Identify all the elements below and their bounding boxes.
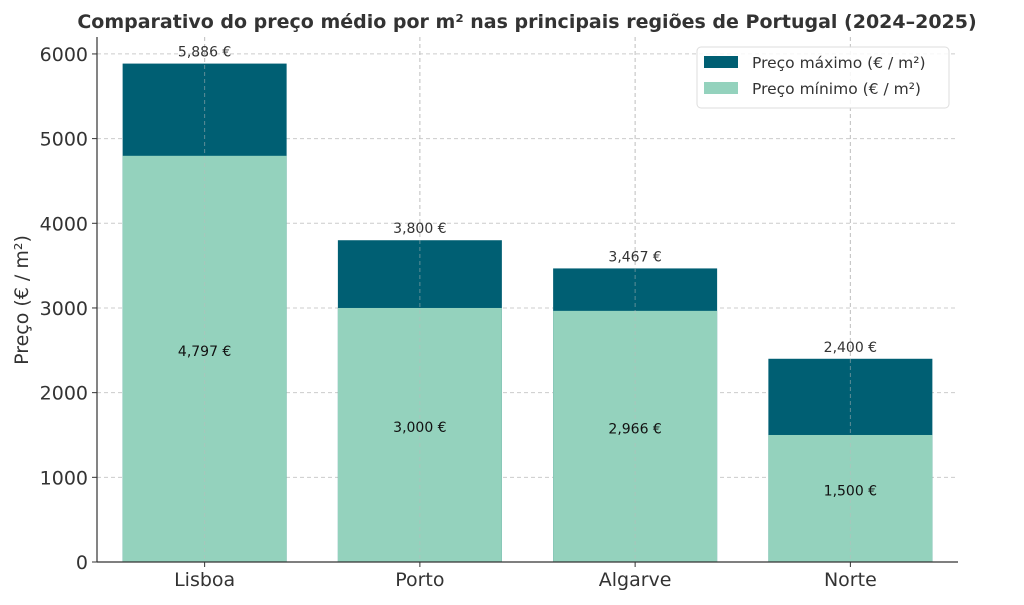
y-tick-label: 4000 xyxy=(40,213,88,235)
y-tick-label: 3000 xyxy=(40,298,88,320)
x-tick-label: Norte xyxy=(824,569,877,591)
min-value-label: 2,966 € xyxy=(608,421,661,437)
max-value-label: 2,400 € xyxy=(824,340,877,356)
legend-label: Preço máximo (€ / m²) xyxy=(752,54,926,72)
x-tick-label: Porto xyxy=(395,569,444,591)
min-value-label: 1,500 € xyxy=(824,483,877,499)
x-tick-label: Algarve xyxy=(599,569,672,591)
y-tick-label: 5000 xyxy=(40,129,88,151)
legend-swatch xyxy=(704,82,738,94)
max-value-label: 3,467 € xyxy=(608,249,661,265)
max-value-label: 5,886 € xyxy=(178,45,231,61)
legend: Preço máximo (€ / m²) Preço mínimo (€ / m… xyxy=(696,46,950,109)
y-tick-label: 6000 xyxy=(40,44,88,66)
min-value-label: 3,000 € xyxy=(393,420,446,436)
max-value-label: 3,800 € xyxy=(393,221,446,237)
bar-min-norte xyxy=(768,434,933,562)
legend-label: Preço mínimo (€ / m²) xyxy=(752,80,921,98)
bar-min-porto xyxy=(337,307,502,562)
y-tick-label: 2000 xyxy=(40,383,88,405)
y-tick-label: 0 xyxy=(76,552,88,574)
min-value-label: 4,797 € xyxy=(178,344,231,360)
legend-swatch xyxy=(704,56,738,68)
y-tick-label: 1000 xyxy=(40,467,88,489)
x-tick-label: Lisboa xyxy=(174,569,235,591)
chart-title: Comparativo do preço médio por m² nas pr… xyxy=(77,11,976,33)
legend-box xyxy=(696,46,950,109)
y-axis-label: Preço (€ / m²) xyxy=(11,235,33,365)
